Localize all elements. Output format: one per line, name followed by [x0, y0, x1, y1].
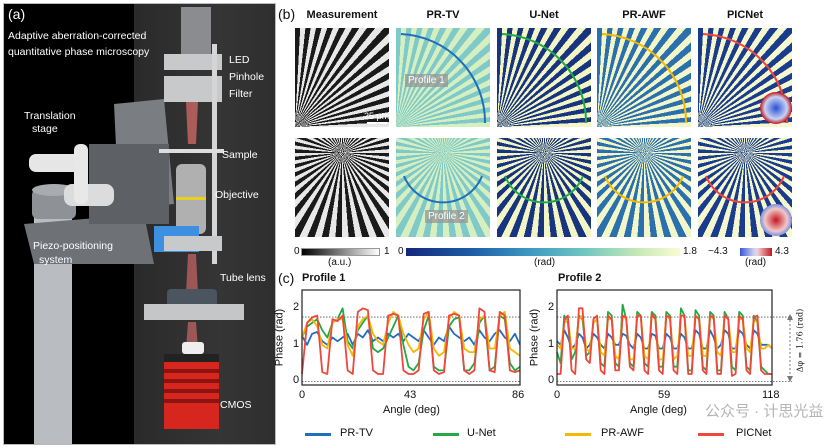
image-picnet-row2	[698, 138, 792, 237]
legend-swatch-pr-tv	[305, 433, 331, 436]
plot-frame	[301, 289, 521, 386]
legend-swatch-pr-awf	[565, 433, 591, 436]
legend-swatch-u-net	[433, 433, 459, 436]
profile-arc	[601, 33, 688, 124]
label-piezo-2: system	[39, 254, 73, 266]
scale-bar	[367, 122, 387, 124]
sample-slide	[159, 149, 224, 153]
panel-label-b: (b)	[278, 6, 296, 22]
column-title-pr-awf: PR-AWF	[622, 9, 666, 21]
profile-arc	[501, 33, 588, 124]
p2-ytick-0: 0	[548, 374, 555, 386]
series-line-picnet	[301, 307, 521, 375]
aberration-inset	[760, 204, 792, 236]
profile-arc	[400, 33, 487, 124]
panel-a-title-line2: quantitative phase microscopy	[8, 46, 150, 58]
profile-2-title: Profile 2	[558, 272, 602, 284]
gray-cbar-max: 1	[384, 246, 390, 257]
light-beam	[186, 102, 198, 144]
phase-cbar-unit: (rad)	[534, 257, 556, 268]
profile-1-title: Profile 1	[302, 272, 346, 284]
label-cmos: CMOS	[220, 399, 252, 411]
p1-xtick-1: 43	[404, 389, 417, 401]
p2-xlabel: Angle (deg)	[630, 404, 687, 416]
legend-swatch-picnet	[698, 433, 724, 436]
series-line-pr-tv	[301, 325, 521, 346]
image-measurement-row2	[295, 138, 389, 237]
setup-illustration: (a) Adaptive aberration-corrected quanti…	[3, 3, 276, 445]
column-title-pr-tv: PR-TV	[426, 9, 460, 21]
p2-xtick-1: 59	[658, 389, 671, 401]
phase-colorbar	[406, 248, 680, 256]
p1-xtick-2: 86	[512, 389, 525, 401]
plot-frame	[556, 289, 773, 386]
delta-arrow	[787, 314, 793, 382]
p2-xtick-2: 118	[762, 389, 780, 401]
label-pinhole: Pinhole	[229, 71, 265, 83]
panel-label-a: (a)	[8, 6, 26, 22]
image-u-net-row2	[497, 138, 591, 237]
legend-pr-tv: PR-TV	[340, 427, 373, 439]
label-piezo-1: Piezo-positioning	[33, 240, 113, 252]
column-title-picnet: PICNet	[726, 9, 764, 21]
image-measurement-row1	[295, 28, 389, 127]
p1-ytick-1: 1	[293, 338, 300, 350]
gray-cbar-unit: (a.u.)	[328, 257, 352, 268]
diverging-colorbar	[740, 248, 772, 256]
aberration-inset	[760, 92, 792, 124]
image-pr-awf-row1	[597, 28, 691, 127]
p1-ytick-2: 2	[293, 301, 300, 313]
div-cbar-max: 4.3	[775, 246, 789, 257]
stage-bracket	[24, 214, 154, 264]
profile-1-plot	[301, 289, 521, 386]
p1-ylabel: Phase (rad)	[273, 308, 286, 367]
p1-ytick-0: 0	[293, 374, 300, 386]
label-tube-lens: Tube lens	[220, 272, 266, 284]
image-pr-awf-row2	[597, 138, 691, 237]
label-led: LED	[229, 54, 250, 66]
p1-xtick-0: 0	[299, 389, 306, 401]
panel-label-c: (c)	[278, 270, 295, 286]
label-filter: Filter	[229, 88, 253, 100]
legend-picnet: PICNet	[736, 427, 772, 439]
label-translation-2: stage	[32, 123, 58, 135]
panel-a-title-line1: Adaptive aberration-corrected	[8, 30, 147, 42]
watermark: 公众号 · 计思光益	[705, 403, 824, 420]
p2-ytick-1: 1	[548, 338, 555, 350]
p2-ylabel: Phase (rad)	[528, 308, 541, 367]
profile-1-label: Profile 1	[405, 74, 448, 87]
phase-cbar-min: 0	[398, 246, 404, 257]
div-cbar-unit: (rad)	[745, 257, 767, 268]
profile-arc	[705, 175, 785, 204]
label-translation-1: Translation	[24, 110, 76, 122]
led-housing	[181, 7, 211, 55]
phase-cbar-max: 1.8	[683, 246, 697, 257]
label-objective: Objective	[215, 189, 259, 201]
microscope-render	[24, 7, 244, 444]
div-cbar-min: −4.3	[708, 246, 728, 257]
profile-2-label: Profile 2	[425, 210, 468, 223]
profile-arc	[604, 175, 684, 204]
legend-pr-awf: PR-AWF	[601, 427, 644, 439]
label-sample: Sample	[222, 149, 258, 161]
delta-phi-annotation: Δφ = 1.76 (rad)	[795, 308, 805, 373]
column-title-u-net: U-Net	[529, 9, 559, 21]
profile-2-plot	[556, 289, 792, 386]
profile-arc	[504, 175, 584, 204]
p1-xlabel: Angle (deg)	[383, 404, 440, 416]
p2-xtick-0: 0	[554, 389, 561, 401]
rod	[212, 44, 217, 264]
image-u-net-row1	[497, 28, 591, 127]
series-line-picnet	[557, 307, 772, 377]
profile-arc	[403, 175, 483, 204]
p2-ytick-2: 2	[548, 301, 555, 313]
scale-bar-label: 25 μm	[364, 111, 390, 121]
legend-u-net: U-Net	[467, 427, 496, 439]
micrometer	[64, 184, 114, 206]
gray-colorbar	[301, 248, 380, 256]
column-title-measurement: Measurement	[306, 9, 378, 21]
image-picnet-row1	[698, 28, 792, 127]
gray-cbar-min: 0	[294, 246, 300, 257]
